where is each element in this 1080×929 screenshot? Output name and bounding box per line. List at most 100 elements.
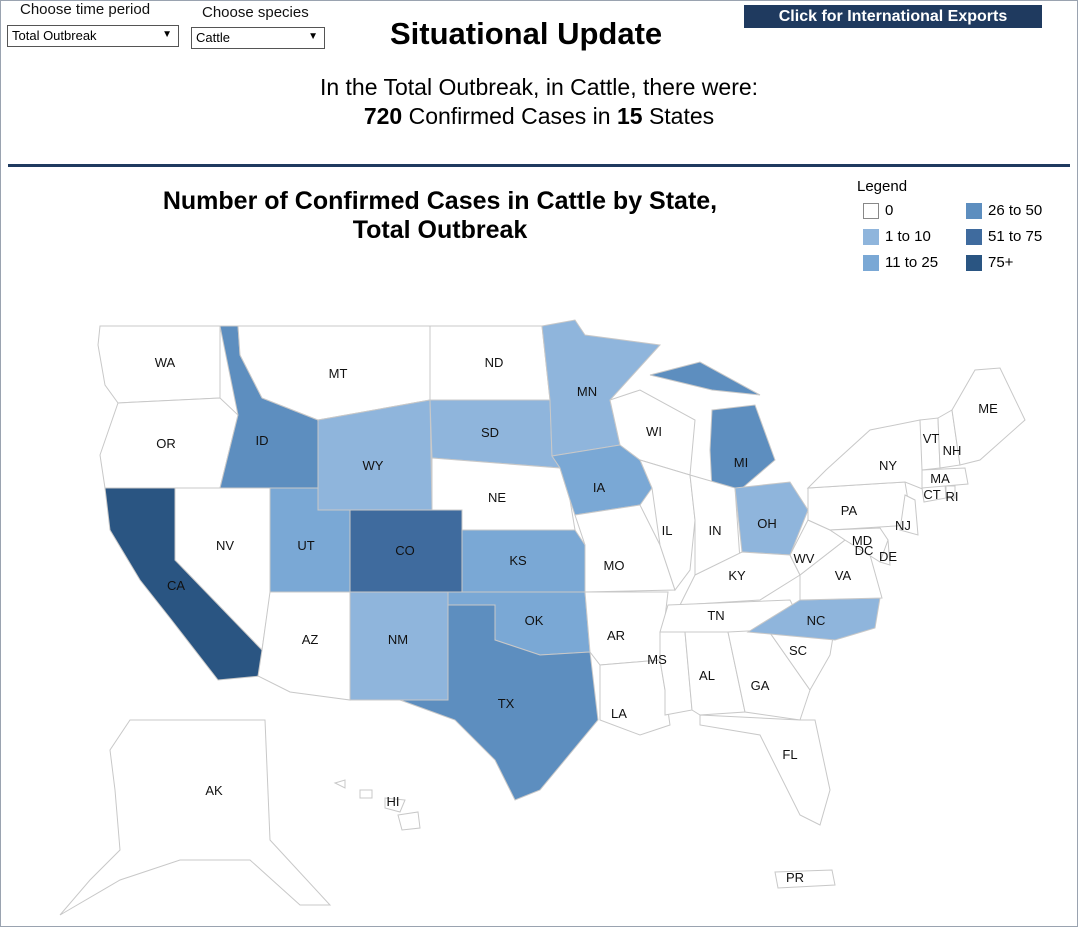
state-label-ia: IA [593, 480, 606, 495]
legend-swatch [863, 229, 879, 245]
state-label-ri: RI [946, 489, 959, 504]
legend-label: 26 to 50 [988, 202, 1043, 219]
state-wy[interactable] [317, 399, 433, 511]
summary-line: In the Total Outbreak, in Cattle, there … [319, 74, 759, 100]
state-label-ar: AR [607, 628, 625, 643]
state-label-mn: MN [577, 384, 597, 399]
legend-label: 75+ [988, 254, 1014, 271]
legend-swatch [863, 255, 879, 271]
species-value: Cattle [196, 30, 230, 45]
state-label-tn: TN [707, 608, 724, 623]
chevron-down-icon: ▼ [308, 31, 318, 42]
international-exports-button[interactable]: Click for International Exports [744, 5, 1042, 28]
state-label-nd: ND [485, 355, 504, 370]
state-label-ky: KY [728, 568, 746, 583]
state-fl[interactable] [699, 714, 831, 826]
state-label-ga: GA [751, 678, 770, 693]
state-label-il: IL [662, 523, 673, 538]
state-label-va: VA [835, 568, 852, 583]
state-label-tx: TX [498, 696, 515, 711]
state-label-sd: SD [481, 425, 499, 440]
state-label-wa: WA [155, 355, 176, 370]
state-pr[interactable] [774, 869, 836, 889]
time-period-label: Choose time period [20, 1, 151, 18]
state-label-ma: MA [930, 471, 950, 486]
state-la[interactable] [599, 659, 671, 736]
state-oh[interactable] [734, 481, 809, 556]
state-label-la: LA [611, 706, 627, 721]
state-label-fl: FL [782, 747, 797, 762]
state-tx[interactable] [399, 604, 599, 801]
state-ri[interactable] [945, 485, 956, 499]
map-title: Number of Confirmed Cases in Cattle by S… [90, 187, 790, 245]
state-label-nm: NM [388, 632, 408, 647]
page-title: Situational Update [390, 16, 663, 51]
legend-label: 1 to 10 [885, 228, 931, 245]
state-label-me: ME [978, 401, 998, 416]
state-label-ks: KS [509, 553, 527, 568]
state-label-dc: DC [855, 543, 874, 558]
state-label-mt: MT [329, 366, 348, 381]
state-md[interactable] [828, 527, 889, 563]
state-label-wi: WI [646, 424, 662, 439]
state-label-wv: WV [794, 551, 815, 566]
state-label-sc: SC [789, 643, 807, 658]
map-title-line1: Number of Confirmed Cases in Cattle by S… [162, 187, 718, 215]
state-nj[interactable] [899, 494, 919, 536]
states-text: States [648, 103, 715, 129]
state-label-mo: MO [604, 558, 625, 573]
state-label-hi: HI [387, 794, 400, 809]
state-label-id: ID [256, 433, 269, 448]
state-label-vt: VT [923, 431, 940, 446]
summary-counts: 720 Confirmed Cases in 15 States [0, 103, 1078, 130]
state-hi[interactable] [333, 779, 421, 831]
state-label-nv: NV [216, 538, 234, 553]
state-label-mi: MI [734, 455, 748, 470]
state-label-co: CO [395, 543, 415, 558]
state-label-ut: UT [297, 538, 314, 553]
state-label-de: DE [879, 549, 897, 564]
legend-swatch [966, 229, 982, 245]
state-label-ak: AK [205, 783, 223, 798]
state-me[interactable] [951, 367, 1026, 466]
state-label-ms: MS [647, 652, 667, 667]
state-label-nc: NC [807, 613, 826, 628]
states-count: 15 [616, 103, 643, 129]
cases-count: 720 [363, 103, 403, 129]
time-period-dropdown[interactable]: Total Outbreak ▼ [7, 25, 179, 47]
state-label-nh: NH [943, 443, 962, 458]
legend-swatch [966, 255, 982, 271]
section-divider [8, 164, 1070, 167]
state-label-az: AZ [302, 632, 319, 647]
legend-title: Legend [857, 178, 908, 195]
legend-swatch [966, 203, 982, 219]
legend-swatch [863, 203, 879, 219]
state-label-or: OR [156, 436, 176, 451]
legend-label: 11 to 25 [885, 254, 939, 271]
state-label-pr: PR [786, 870, 804, 885]
legend-label: 51 to 75 [988, 228, 1043, 245]
state-label-oh: OH [757, 516, 777, 531]
state-label-ny: NY [879, 458, 897, 473]
state-nc[interactable] [746, 597, 881, 641]
legend-label: 0 [885, 202, 894, 219]
species-dropdown[interactable]: Cattle ▼ [191, 27, 325, 49]
map-title-line2: Total Outbreak [352, 216, 528, 244]
state-label-ok: OK [525, 613, 544, 628]
state-al[interactable] [684, 631, 746, 716]
state-ma[interactable] [921, 467, 969, 489]
state-ak[interactable] [59, 719, 332, 916]
state-ny[interactable] [806, 419, 926, 491]
state-label-in: IN [709, 523, 722, 538]
species-label: Choose species [202, 4, 309, 21]
state-label-wy: WY [363, 458, 384, 473]
state-label-ne: NE [488, 490, 506, 505]
time-period-value: Total Outbreak [12, 28, 97, 43]
state-label-md: MD [852, 533, 872, 548]
state-label-nj: NJ [895, 518, 911, 533]
chevron-down-icon: ▼ [162, 29, 172, 40]
cases-text: Confirmed Cases in [408, 103, 611, 129]
state-label-ca: CA [167, 578, 185, 593]
